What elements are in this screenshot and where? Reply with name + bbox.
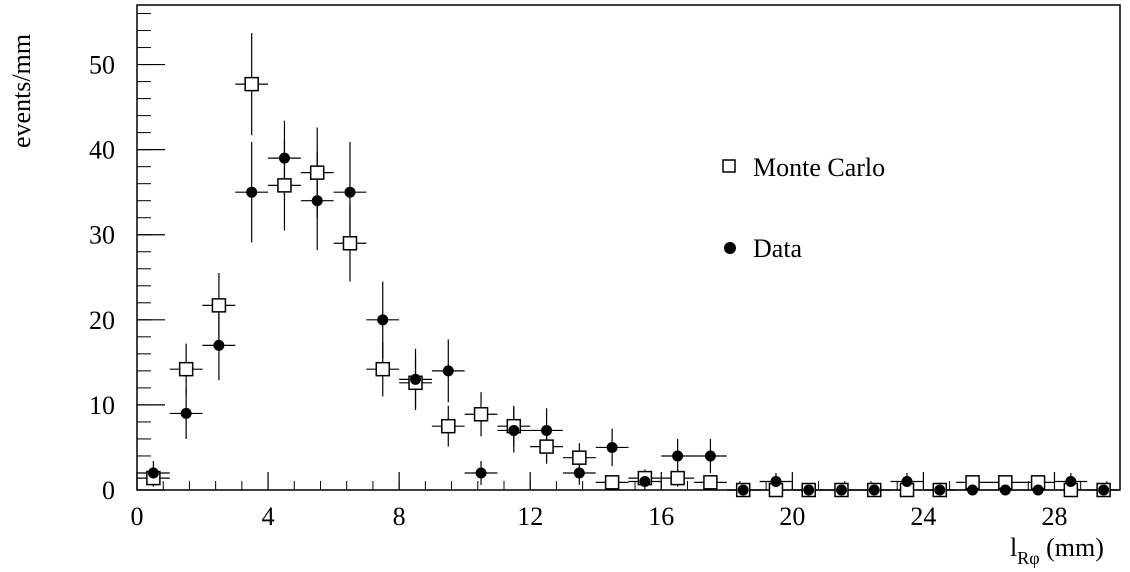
data-point — [770, 475, 782, 487]
plot-frame — [136, 4, 1121, 491]
x-tick-label: 28 — [1041, 502, 1067, 531]
data-point — [1098, 484, 1110, 496]
legend-monte-carlo-marker — [722, 159, 736, 173]
monte-carlo-point — [277, 178, 292, 193]
monte-carlo-point — [178, 361, 194, 377]
data-point — [803, 484, 815, 496]
y-axis-label: events/mm — [7, 34, 36, 148]
data-point — [999, 484, 1011, 496]
monte-carlo-point — [670, 470, 685, 486]
y-tick-label: 20 — [89, 306, 115, 335]
y-tick-label: 50 — [89, 51, 115, 80]
monte-carlo-point — [244, 76, 259, 92]
monte-carlo-point — [703, 475, 718, 490]
x-tick-label: 20 — [779, 502, 805, 531]
data-point — [508, 424, 520, 436]
data-point — [246, 186, 258, 198]
data-point — [147, 467, 159, 479]
monte-carlo-point — [604, 475, 620, 490]
y-tick-label: 10 — [89, 391, 115, 420]
data-point — [377, 314, 389, 326]
monte-carlo-point — [309, 165, 325, 180]
data-point — [1032, 484, 1044, 496]
data-point — [180, 407, 192, 419]
data-point — [868, 484, 880, 496]
x-tick-label: 0 — [131, 502, 144, 531]
data-point — [606, 441, 618, 453]
data-point — [573, 467, 585, 479]
error-bars — [137, 33, 1120, 491]
data-point — [737, 484, 749, 496]
data-point — [835, 484, 847, 496]
y-tick-label: 40 — [89, 136, 115, 165]
x-tick-label: 8 — [393, 502, 406, 531]
data-point — [410, 373, 422, 385]
monte-carlo-point — [572, 450, 587, 465]
axis-ticks: 0 4 8 12 16 20 24 28 0 10 20 30 40 50 — [89, 13, 1108, 531]
x-tick-label: 16 — [648, 502, 674, 531]
data-point — [901, 475, 913, 487]
data-point — [934, 484, 946, 496]
legend-data-marker — [724, 242, 736, 254]
y-tick-label: 0 — [102, 476, 115, 505]
monte-carlo-point — [342, 235, 358, 251]
data-point — [639, 475, 651, 487]
data-point — [541, 424, 553, 436]
monte-carlo-point — [539, 439, 554, 454]
data-point — [278, 152, 290, 164]
data-point — [672, 450, 684, 462]
x-tick-label: 12 — [517, 502, 543, 531]
monte-carlo-point — [441, 418, 456, 434]
legend: Monte Carlo Data — [722, 153, 885, 263]
y-tick-label: 30 — [89, 221, 115, 250]
x-axis-label-main: l — [1010, 533, 1017, 562]
x-axis-label-subscript: Rφ — [1017, 548, 1039, 568]
monte-carlo-point — [211, 298, 227, 313]
legend-data-label: Data — [753, 234, 803, 263]
x-axis-label: lRφ (mm) — [1010, 533, 1104, 568]
data-point — [704, 450, 716, 462]
data-point — [442, 365, 454, 377]
data-point — [1065, 475, 1077, 487]
monte-carlo-point — [473, 407, 489, 422]
data-point — [213, 339, 225, 351]
x-tick-label: 24 — [910, 502, 936, 531]
plot-border — [136, 4, 1121, 491]
data-point — [344, 186, 356, 198]
x-axis-label-unit: (mm) — [1040, 533, 1104, 562]
data-point — [475, 467, 487, 479]
data-point — [967, 484, 979, 496]
data-point — [311, 195, 323, 207]
monte-carlo-point — [375, 361, 390, 377]
legend-monte-carlo-label: Monte Carlo — [753, 153, 885, 182]
data-markers — [146, 76, 1111, 498]
x-tick-label: 4 — [262, 502, 275, 531]
